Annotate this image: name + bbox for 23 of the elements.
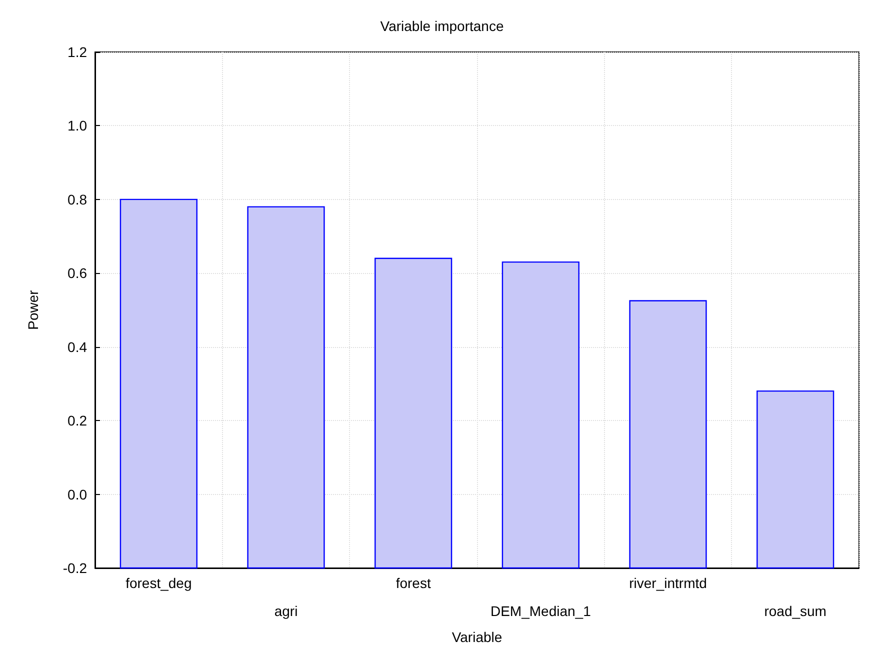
y-tick-label: 1.2 (68, 44, 88, 60)
x-tick-label: river_intrmtd (629, 575, 707, 591)
y-tick-label: 0.2 (68, 412, 88, 429)
y-tick-label: -0.2 (62, 560, 88, 576)
bar (247, 206, 325, 569)
bar (756, 390, 834, 569)
y-tick-label: 1.0 (68, 118, 88, 134)
x-tick-label: forest_deg (126, 575, 192, 591)
bar (629, 300, 707, 569)
y-tick-label: 0.0 (68, 486, 88, 502)
x-tick-label: DEM_Median_1 (490, 603, 592, 619)
y-axis-title: Power (25, 290, 41, 330)
x-tick-label: forest (396, 575, 431, 591)
bar (374, 258, 452, 569)
y-tick-label: 0.8 (68, 191, 88, 208)
chart-title: Variable importance (380, 18, 504, 34)
bar (502, 261, 580, 569)
x-axis-title: Variable (452, 629, 502, 645)
y-tick-label: 0.6 (68, 265, 88, 282)
y-tick-label: 0.4 (68, 338, 88, 355)
x-tick-label: road_sum (764, 603, 826, 619)
x-tick-label: agri (274, 603, 298, 619)
bar (120, 198, 198, 569)
